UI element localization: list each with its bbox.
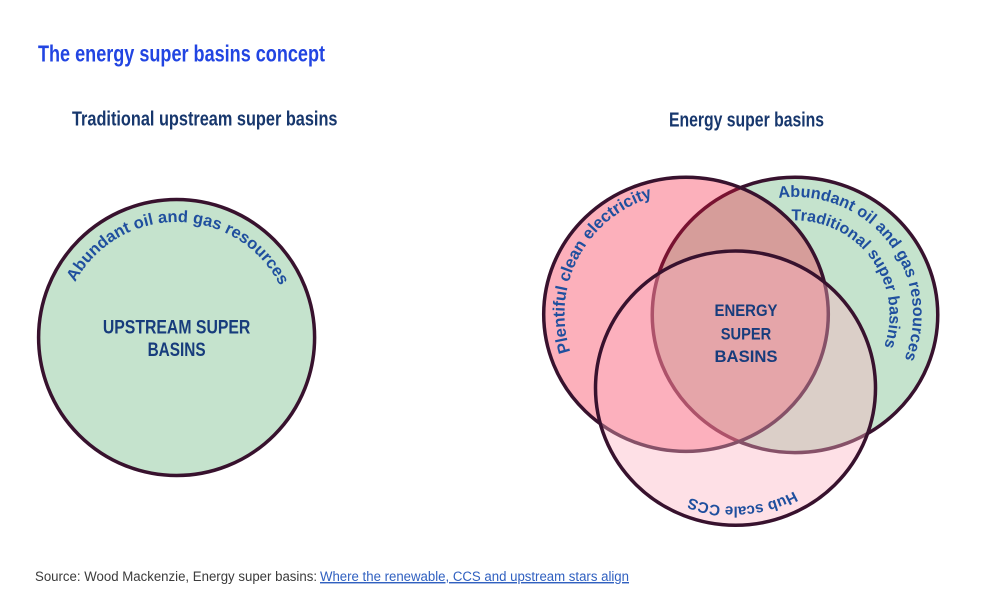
svg-text:SUPER: SUPER <box>721 326 772 344</box>
svg-text:ENERGY: ENERGY <box>715 302 778 320</box>
svg-text:Traditional upstream super bas: Traditional upstream super basins <box>72 108 338 131</box>
svg-text:BASINS: BASINS <box>148 339 206 361</box>
svg-text:Energy super basins: Energy super basins <box>669 109 824 132</box>
svg-text:Source: Wood Mackenzie, Energy: Source: Wood Mackenzie, Energy super bas… <box>35 569 317 585</box>
svg-text:The energy super basins concep: The energy super basins concept <box>38 40 325 66</box>
svg-text:BASINS: BASINS <box>715 348 778 366</box>
svg-text:Where the renewable, CCS and u: Where the renewable, CCS and upstream st… <box>320 569 629 585</box>
svg-text:UPSTREAM SUPER: UPSTREAM SUPER <box>103 316 251 338</box>
